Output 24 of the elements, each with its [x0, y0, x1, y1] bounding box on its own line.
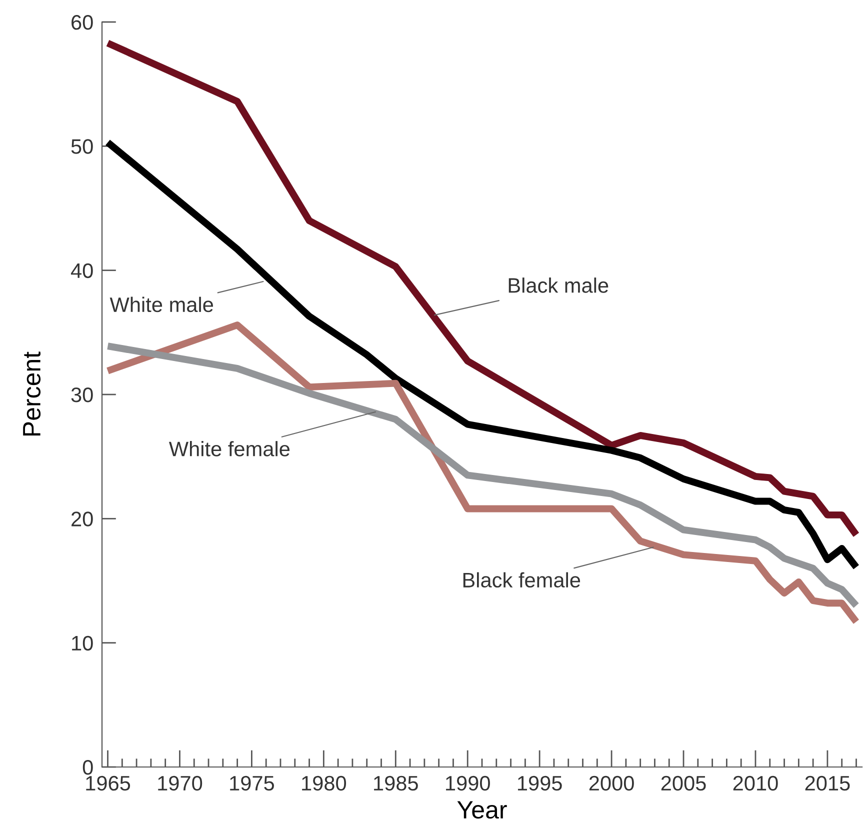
annotation: Black male [508, 278, 608, 293]
x-tick-label: 2000 [589, 776, 634, 791]
y-tick-label: 30 [71, 388, 93, 402]
x-tick-label: 1995 [518, 776, 562, 791]
y-tick-label: 0 [82, 760, 93, 775]
x-tick-label: 1980 [302, 776, 346, 791]
annotation: White male [110, 296, 213, 312]
y-tick-label: 40 [70, 263, 93, 278]
y-tick-label: 50 [71, 139, 93, 154]
y-tick-label: 10 [72, 636, 93, 651]
x-tick-label: 2015 [805, 776, 850, 791]
x-tick-label: 2005 [661, 776, 706, 791]
annotation: Black female [463, 572, 580, 588]
x-tick-label: 1970 [158, 776, 202, 791]
y-tick-label: 20 [72, 512, 93, 526]
x-tick-label: 1965 [86, 776, 130, 791]
x-tick-label: 1975 [230, 776, 274, 791]
y-axis-title: Percent [23, 352, 41, 436]
x-axis-title: Year [457, 801, 507, 819]
y-tick-label: 60 [72, 15, 93, 30]
annotation: White female [168, 441, 290, 456]
x-tick-label: 1985 [374, 776, 418, 791]
x-tick-label: 2010 [733, 776, 778, 791]
x-tick-label: 1990 [446, 776, 490, 791]
